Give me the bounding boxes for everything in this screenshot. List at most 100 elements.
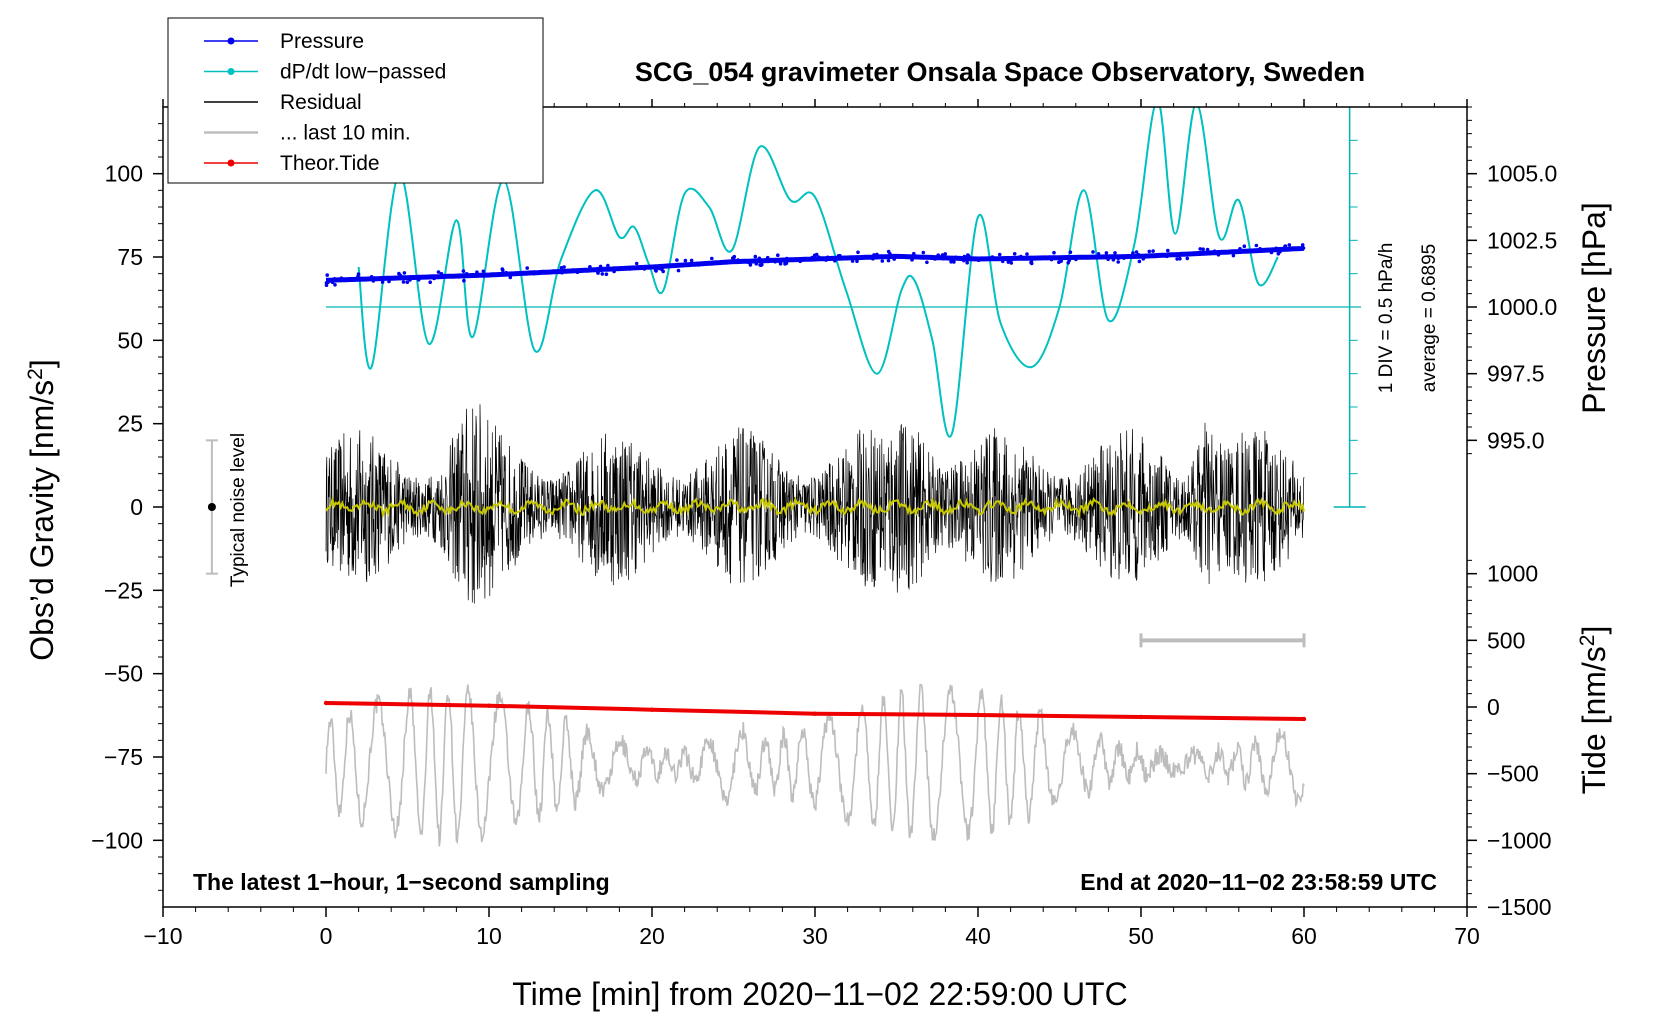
pressure-point	[1147, 249, 1152, 254]
pressure-point	[1020, 256, 1024, 261]
plot-area	[205, 106, 1366, 648]
x-tick-label: 10	[476, 923, 502, 949]
series-last10min-line	[325, 683, 1305, 847]
left-tick-label: 0	[130, 494, 143, 520]
pressure-point	[504, 270, 509, 275]
pressure-point	[1175, 257, 1179, 261]
pressure-point	[1216, 253, 1221, 257]
sampling-note: The latest 1−hour, 1−second sampling	[193, 869, 610, 895]
pressure-point	[990, 255, 995, 259]
noise-level-label: Typical noise level	[228, 433, 249, 587]
left-tick-label: 50	[117, 327, 143, 353]
pressure-point	[976, 258, 981, 263]
tide-point	[812, 711, 818, 716]
pressure-point	[875, 252, 879, 257]
pressure-point	[825, 255, 830, 260]
pressure-point	[1258, 247, 1262, 251]
pressure-point	[596, 271, 600, 275]
pressure-point	[333, 283, 337, 287]
pressure-point	[661, 269, 665, 274]
pressure-point	[816, 255, 821, 259]
pressure-point	[1205, 247, 1210, 252]
pressure-point	[1137, 259, 1142, 264]
pressure-point	[1059, 259, 1063, 263]
pressure-point	[856, 255, 861, 260]
pressure-point	[1254, 243, 1259, 248]
pressure-point	[405, 280, 410, 285]
pressure-tick-label: 995.0	[1487, 427, 1545, 453]
pressure-point	[940, 256, 945, 261]
pressure-point	[492, 273, 496, 278]
series-residual-line	[325, 404, 1305, 604]
pressure-point	[1238, 247, 1242, 251]
tide-tick-label: −1000	[1487, 827, 1552, 853]
pressure-point	[1151, 249, 1155, 253]
pressure-point	[384, 276, 388, 281]
pressure-point	[855, 259, 859, 264]
pressure-point	[642, 267, 647, 271]
pressure-point	[634, 261, 639, 266]
pressure-point	[773, 259, 777, 264]
pressure-point	[559, 266, 564, 270]
pressure-point	[1038, 256, 1043, 261]
pressure-point	[843, 255, 848, 260]
pressure-point	[1212, 249, 1217, 253]
pressure-point	[330, 280, 335, 285]
tide-point	[323, 700, 329, 706]
left-axis-title-text: Obs’d Gravity [nm/s	[24, 380, 60, 661]
legend-label: ... last 10 min.	[280, 122, 411, 145]
pressure-point	[464, 272, 469, 276]
legend-label: Pressure	[280, 30, 364, 53]
series-layer	[323, 107, 1307, 847]
pressure-point	[628, 267, 632, 271]
tide-axis-title-close: ]	[1576, 626, 1612, 635]
pressure-point	[1029, 261, 1034, 266]
pressure-point	[532, 271, 536, 276]
pressure-axis-title: Pressure [hPa]	[1576, 202, 1612, 414]
axes-layer: −10 0 10 20 30 40 50 60 701007550250−25−50−75−10…	[91, 99, 1557, 949]
pressure-point	[776, 253, 780, 257]
pressure-point	[888, 252, 892, 256]
pressure-point	[1025, 252, 1029, 256]
pressure-point	[1113, 251, 1117, 255]
pressure-point	[812, 253, 817, 258]
pressure-tick-label: 1000.0	[1487, 294, 1557, 320]
pressure-point	[1301, 246, 1306, 250]
pressure-point	[892, 257, 896, 261]
pressure-point	[785, 256, 789, 261]
legend-marker	[227, 68, 235, 75]
pressure-point	[910, 258, 914, 262]
left-axis-title: Obs’d Gravity [nm/s2]	[24, 359, 60, 661]
pressure-point	[588, 265, 592, 269]
pressure-point	[943, 252, 947, 256]
pressure-point	[824, 258, 828, 262]
pressure-point	[940, 253, 945, 257]
pressure-point	[1066, 261, 1070, 265]
pressure-point	[730, 259, 734, 264]
pressure-point	[1165, 254, 1169, 259]
pressure-point	[1134, 250, 1139, 254]
pressure-point	[1017, 255, 1021, 260]
pressure-point	[783, 262, 787, 266]
pressure-point	[397, 271, 401, 276]
legend-label: Residual	[280, 91, 362, 114]
x-tick-label: 50	[1128, 923, 1154, 949]
pressure-point	[525, 266, 529, 270]
pressure-point	[517, 271, 522, 276]
pressure-point	[1276, 252, 1281, 256]
pressure-point	[369, 275, 374, 279]
pressure-point	[872, 253, 876, 257]
pressure-point	[356, 274, 360, 279]
x-tick-label: 0	[320, 923, 333, 949]
pressure-point	[1129, 254, 1134, 259]
pressure-point	[401, 280, 406, 284]
pressure-point	[1131, 251, 1135, 255]
pressure-point	[952, 260, 956, 264]
pressure-point	[954, 255, 958, 260]
pressure-point	[949, 257, 953, 262]
series-residual-smoothed-line	[325, 495, 1305, 519]
pressure-point	[606, 263, 610, 268]
pressure-point	[778, 262, 783, 266]
pressure-point	[763, 258, 768, 262]
